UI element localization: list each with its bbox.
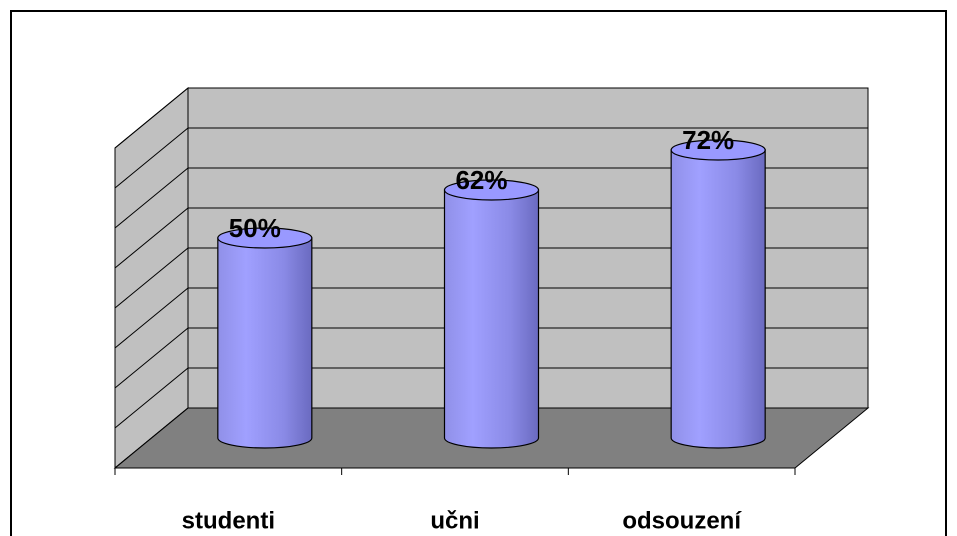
value-label: 72% xyxy=(682,125,734,155)
grid-line xyxy=(114,207,868,269)
grid-line xyxy=(114,407,868,469)
grid-line xyxy=(114,127,868,189)
cylinder-top xyxy=(443,179,540,201)
cylinder-body xyxy=(443,189,540,449)
value-label: 62% xyxy=(455,165,507,195)
grid-line xyxy=(114,247,868,309)
x-tick-label: studenti xyxy=(182,507,275,534)
cylinder-top xyxy=(217,227,313,249)
grid-line xyxy=(114,327,868,389)
grid-line xyxy=(114,87,868,149)
grid-line xyxy=(114,167,868,229)
value-label: 50% xyxy=(229,213,281,243)
cylinder-body xyxy=(217,237,313,449)
bar xyxy=(217,227,313,449)
bar xyxy=(670,139,766,449)
x-tick-label: odsouzení xyxy=(622,507,742,534)
x-tick-label: učni xyxy=(430,507,479,534)
grid-line xyxy=(114,367,868,429)
grid-line xyxy=(114,287,868,349)
cylinder-body xyxy=(670,149,766,449)
bar xyxy=(443,179,540,449)
cylinder-top xyxy=(670,139,766,161)
